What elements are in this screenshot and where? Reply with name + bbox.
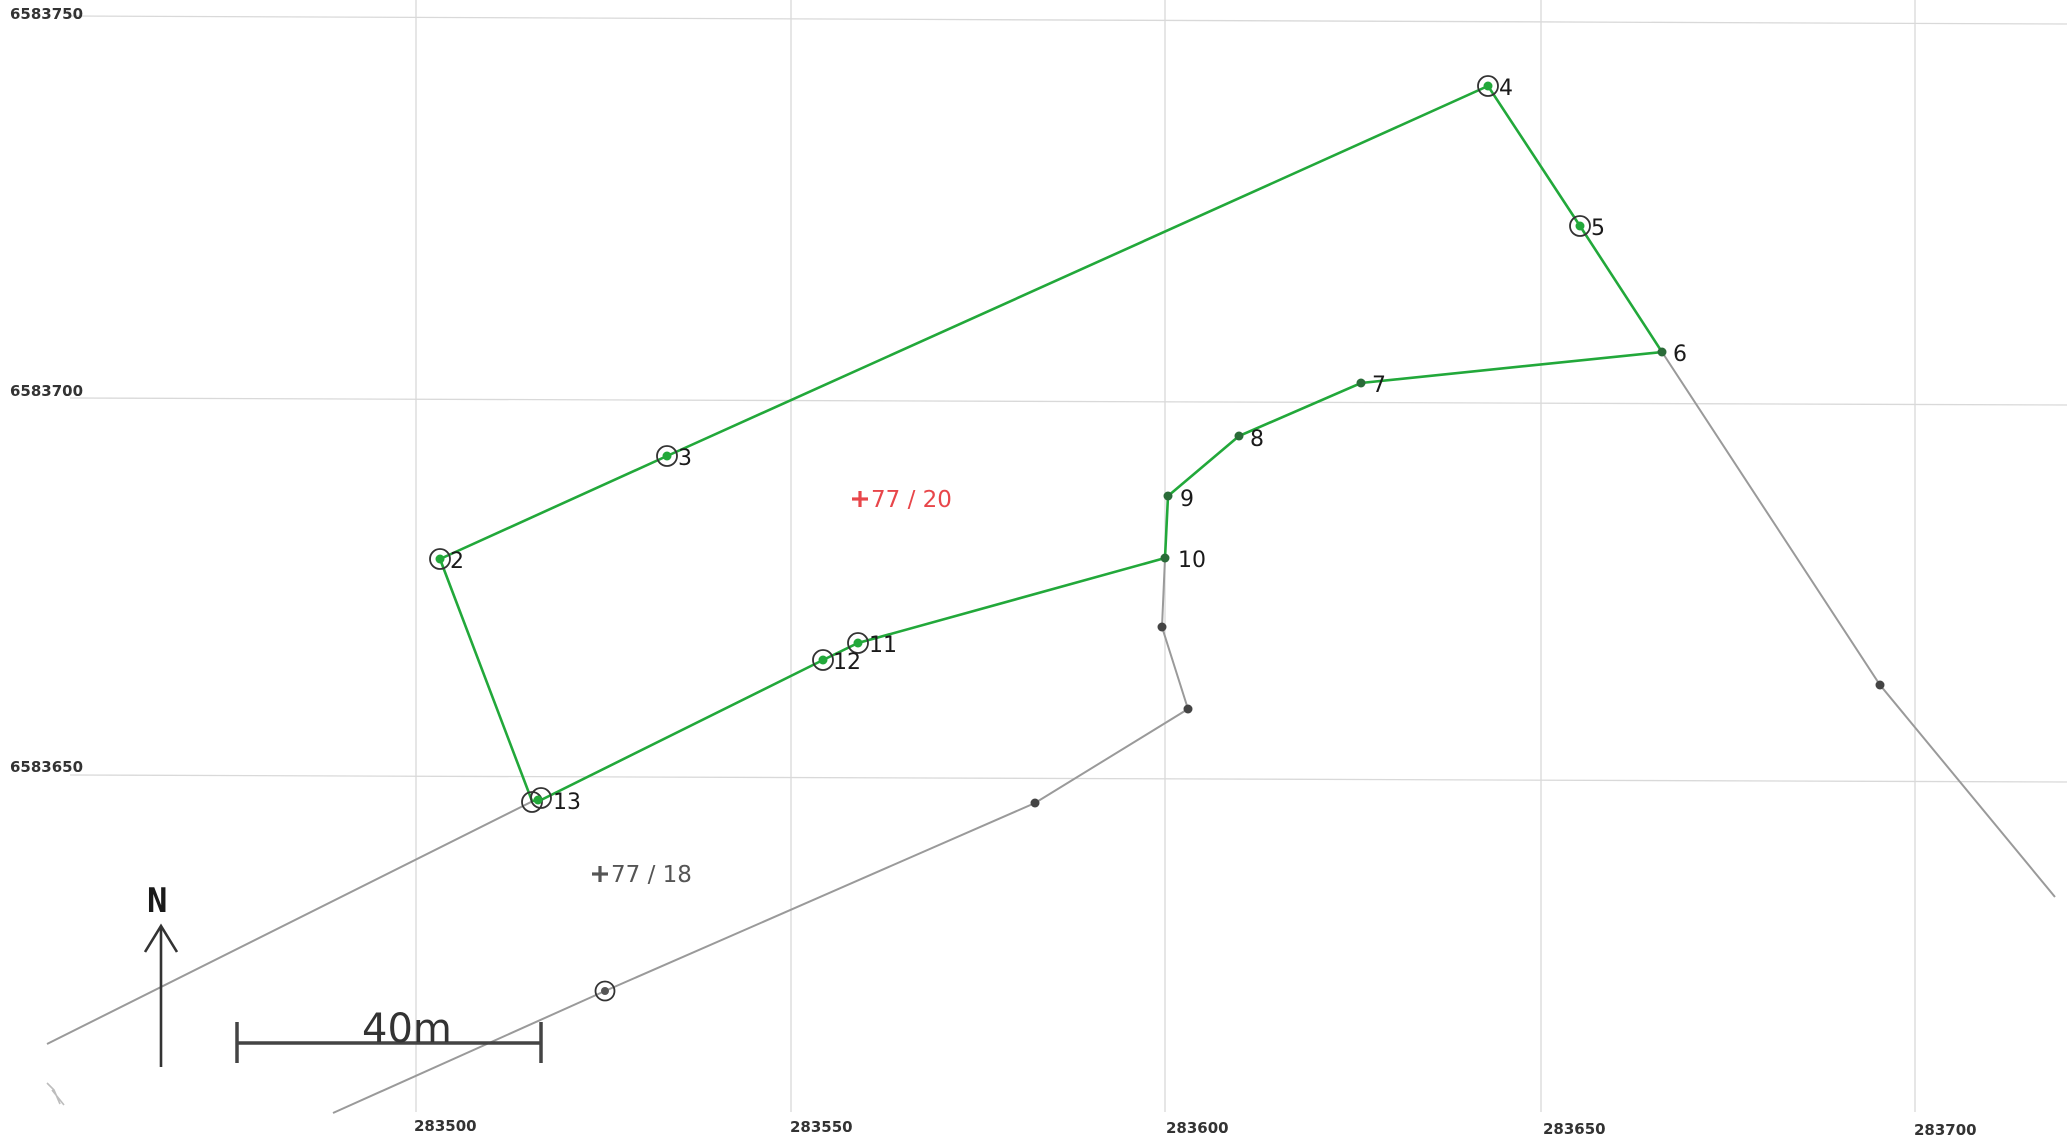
boundary-point-label: 13	[553, 790, 581, 815]
north-arrow-label: N	[147, 881, 167, 921]
boundary-points: 2 3 4 5 6 7	[429, 75, 1688, 815]
boundary-point-3[interactable]: 3	[656, 445, 692, 471]
boundary-point-dot	[1483, 81, 1493, 91]
parcel-centroid-cross-icon	[852, 491, 868, 507]
neighbour-vertices	[594, 622, 1885, 1002]
north-arrow: N	[143, 881, 179, 1067]
coordinate-grid: 6583750 6583700 6583650 283500 283550 28…	[10, 0, 2067, 1139]
boundary-point-dot	[662, 451, 672, 461]
boundary-point-dot	[1575, 221, 1585, 231]
boundary-point-dot	[818, 655, 828, 665]
boundary-point-marker	[530, 787, 552, 809]
neighbour-vertex	[1157, 622, 1167, 632]
grid-line-northing-6583750	[69, 15, 2067, 25]
neighbour-boundary-line	[332, 557, 1190, 1114]
boundary-point-dot	[533, 795, 543, 805]
boundary-point-dot	[1160, 553, 1170, 563]
neighbour-boundary-line	[46, 799, 536, 1045]
easting-label: 283550	[790, 1118, 853, 1136]
boundary-point-dot	[1163, 491, 1173, 501]
neighbour-vertex-marker	[594, 980, 616, 1002]
parcel-label-77-18[interactable]: 77 / 18	[592, 862, 692, 888]
boundary-point-13[interactable]: 13	[521, 787, 581, 815]
boundary-point-6[interactable]: 6	[1657, 342, 1688, 367]
boundary-point-marker	[847, 632, 869, 654]
boundary-point-label: 7	[1372, 373, 1386, 398]
boundary-point-10[interactable]: 10	[1160, 548, 1207, 573]
grid-line-northing-6583650	[69, 774, 2067, 783]
neighbour-vertex	[1183, 704, 1193, 714]
boundary-point-marker	[812, 649, 834, 671]
boundary-point-label: 5	[1591, 216, 1605, 241]
neighbour-vertex	[1875, 680, 1885, 690]
boundary-point-dot	[1234, 431, 1244, 441]
boundary-point-4[interactable]: 4	[1477, 75, 1513, 101]
boundary-point-5[interactable]: 5	[1569, 215, 1605, 241]
parcel-boundary-polygon	[438, 84, 1665, 803]
easting-label: 283700	[1914, 1121, 1977, 1139]
boundary-point-label: 11	[869, 633, 897, 658]
boundary-point-label: 6	[1673, 342, 1687, 367]
boundary-point-dot	[435, 554, 445, 564]
boundary-point-marker	[1477, 75, 1499, 97]
boundary-point-label: 2	[450, 549, 464, 574]
boundary-point-11[interactable]: 11	[847, 632, 897, 658]
neighbour-boundary-line	[1661, 351, 2056, 898]
scale-bar: 40m	[235, 1006, 543, 1063]
north-arrow-icon	[143, 923, 179, 1067]
boundary-point-dot	[853, 638, 863, 648]
boundary-point-7[interactable]: 7	[1356, 373, 1387, 398]
northing-label: 6583700	[10, 382, 83, 400]
northing-label: 6583750	[10, 5, 83, 23]
boundary-point-marker	[429, 548, 451, 570]
grid-line-northing-6583700	[69, 397, 2067, 406]
boundary-point-label: 4	[1499, 76, 1513, 101]
boundary-point-label: 12	[833, 650, 861, 675]
boundary-point-label: 10	[1178, 548, 1206, 573]
neighbour-vertex	[1030, 798, 1040, 808]
boundary-point-label: 3	[678, 446, 692, 471]
parcel-label-77-20[interactable]: 77 / 20	[852, 487, 952, 513]
northing-label: 6583650	[10, 758, 83, 776]
neighbour-boundaries	[46, 351, 2056, 1114]
boundary-point-8[interactable]: 8	[1234, 427, 1265, 452]
boundary-point-2[interactable]: 2	[429, 548, 464, 574]
neighbour-vertex	[601, 987, 609, 995]
parcel-number-label: 77 / 18	[611, 862, 692, 888]
parcel-number-label: 77 / 20	[871, 487, 952, 513]
boundary-point-12[interactable]: 12	[812, 649, 861, 675]
boundary-point-dot	[1356, 378, 1366, 388]
easting-label: 283500	[414, 1117, 477, 1135]
boundary-point-label: 9	[1180, 487, 1194, 512]
easting-label: 283600	[1166, 1119, 1229, 1137]
boundary-point-dot	[1657, 347, 1667, 357]
boundary-point-label: 8	[1250, 427, 1264, 452]
boundary-point-9[interactable]: 9	[1163, 487, 1195, 512]
boundary-point-marker	[656, 445, 678, 467]
boundary-point-marker	[1569, 215, 1591, 237]
scale-bar-label: 40m	[362, 1006, 452, 1052]
map-edge-mark	[46, 1082, 65, 1106]
easting-label: 283650	[1543, 1120, 1606, 1138]
parcel-centroid-cross-icon	[592, 866, 608, 882]
